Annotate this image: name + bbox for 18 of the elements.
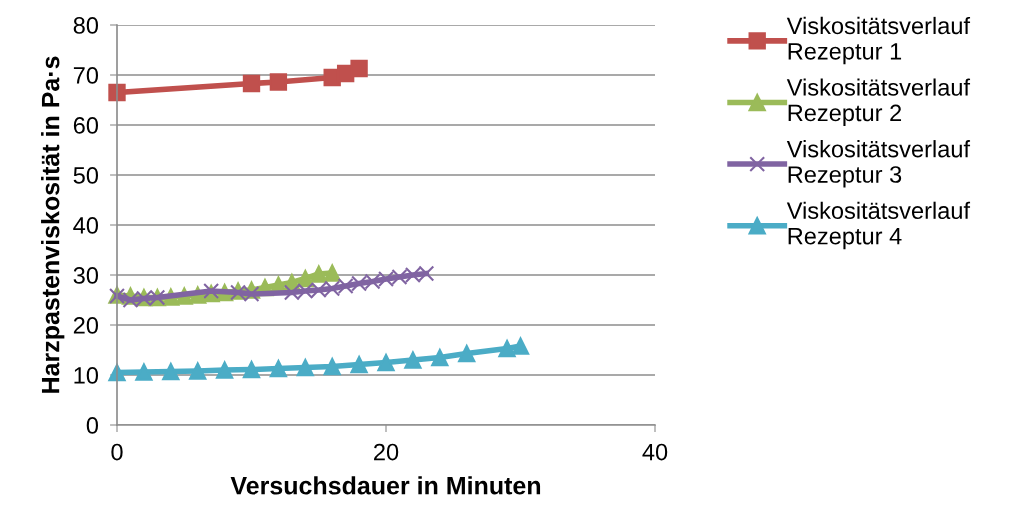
x-tick-label: 40: [642, 443, 668, 461]
legend-label: Viskositätsverlauf Rezeptur 4: [786, 201, 971, 250]
legend-label: Viskositätsverlauf Rezeptur 1: [786, 16, 971, 65]
y-tick-label: 50: [73, 167, 99, 184]
y-tick-label: 10: [74, 367, 99, 384]
legend-label: Viskositätsverlauf Rezeptur 2: [786, 78, 971, 126]
y-tick-label: 0: [86, 417, 99, 434]
y-tick-label: 20: [73, 317, 99, 334]
y-tick-label: 60: [73, 117, 99, 134]
y-tick-label: 40: [73, 217, 99, 234]
y-axis-title: Harzpastenviskosität in Pa·s: [41, 56, 65, 393]
x-axis-title: Versuchsdauer in Minuten: [230, 476, 541, 495]
y-tick-label: 70: [73, 67, 99, 84]
legend-label: Viskositätsverlauf Rezeptur 3: [786, 140, 971, 188]
x-tick-label: 20: [374, 443, 399, 461]
y-tick-label: 30: [73, 267, 99, 284]
x-tick-label: 0: [111, 443, 123, 461]
y-tick-label: 80: [73, 17, 99, 34]
